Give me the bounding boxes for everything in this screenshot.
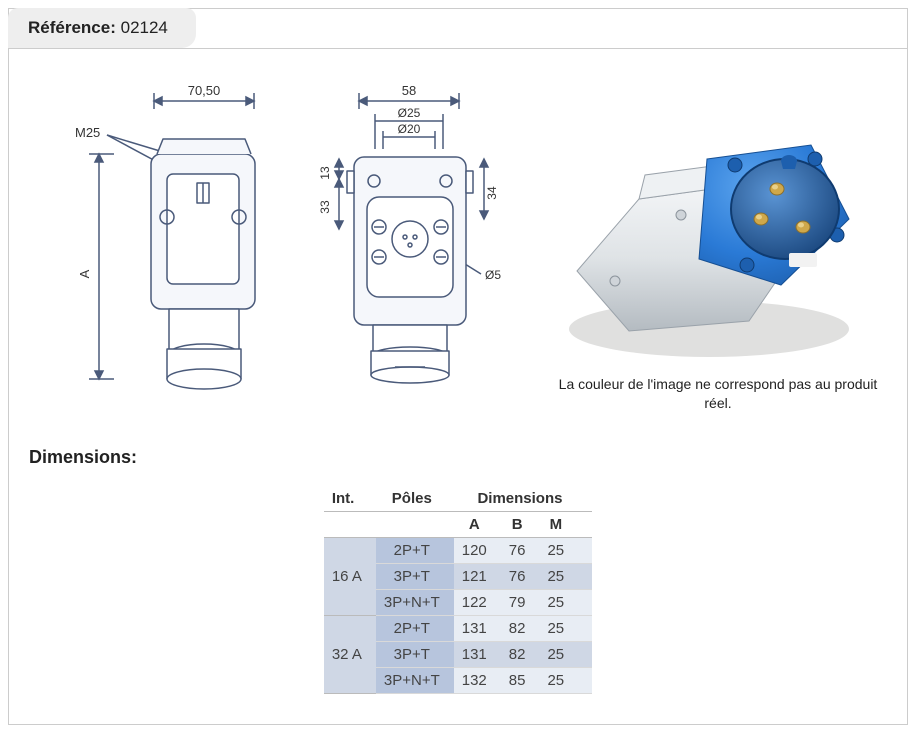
val-B: 85 [501,667,540,693]
svg-text:58: 58 [402,83,416,98]
svg-text:33: 33 [318,200,332,214]
drawing-side-view: 70,50 M25 A [59,79,279,399]
svg-text:A: A [77,269,92,278]
svg-text:34: 34 [485,186,499,200]
reference-value: 02124 [121,18,168,37]
val-B: 76 [501,563,540,589]
col-M: M [539,511,592,537]
table-row: 16 A2P+T1207625 [324,537,592,563]
val-B: 82 [501,615,540,641]
val-A: 122 [454,589,501,615]
dimensions-title: Dimensions: [29,447,887,468]
val-A: 131 [454,641,501,667]
int-cell: 16 A [324,537,376,615]
val-A: 120 [454,537,501,563]
val-A: 131 [454,615,501,641]
val-M: 25 [539,537,592,563]
drawing-front-view: 58 Ø25 Ø20 13 [299,79,509,399]
pole-cell: 3P+N+T [376,667,454,693]
svg-text:M25: M25 [75,125,100,140]
pole-cell: 3P+N+T [376,589,454,615]
val-M: 25 [539,589,592,615]
val-B: 82 [501,641,540,667]
product-sheet: Référence: 02124 70,50 M25 [8,8,908,725]
svg-text:Ø25: Ø25 [398,106,421,120]
product-photo [549,69,869,369]
val-M: 25 [539,641,592,667]
product-photo-column: La couleur de l'image ne correspond pas … [549,69,887,413]
col-A: A [454,511,501,537]
pole-cell: 3P+T [376,563,454,589]
svg-text:Ø5: Ø5 [485,268,501,282]
col-dims: Dimensions [454,486,592,512]
val-M: 25 [539,615,592,641]
reference-label: Référence: [28,18,116,37]
dimensions-table: Int. Pôles Dimensions ABM16 A2P+T1207625… [324,486,592,694]
val-M: 25 [539,563,592,589]
col-int: Int. [324,486,376,512]
val-B: 76 [501,537,540,563]
pole-cell: 2P+T [376,537,454,563]
val-B: 79 [501,589,540,615]
val-M: 25 [539,667,592,693]
pole-cell: 3P+T [376,641,454,667]
technical-drawings: 70,50 M25 A [29,69,519,409]
col-B: B [501,511,540,537]
val-A: 132 [454,667,501,693]
svg-text:Ø20: Ø20 [398,122,421,136]
svg-text:13: 13 [318,166,332,180]
table-row: 32 A2P+T1318225 [324,615,592,641]
val-A: 121 [454,563,501,589]
col-poles: Pôles [376,486,454,512]
pole-cell: 2P+T [376,615,454,641]
reference-tab: Référence: 02124 [8,8,196,48]
svg-text:70,50: 70,50 [188,83,221,98]
content-area: 70,50 M25 A [9,48,907,724]
int-cell: 32 A [324,615,376,693]
photo-disclaimer: La couleur de l'image ne correspond pas … [549,375,887,413]
